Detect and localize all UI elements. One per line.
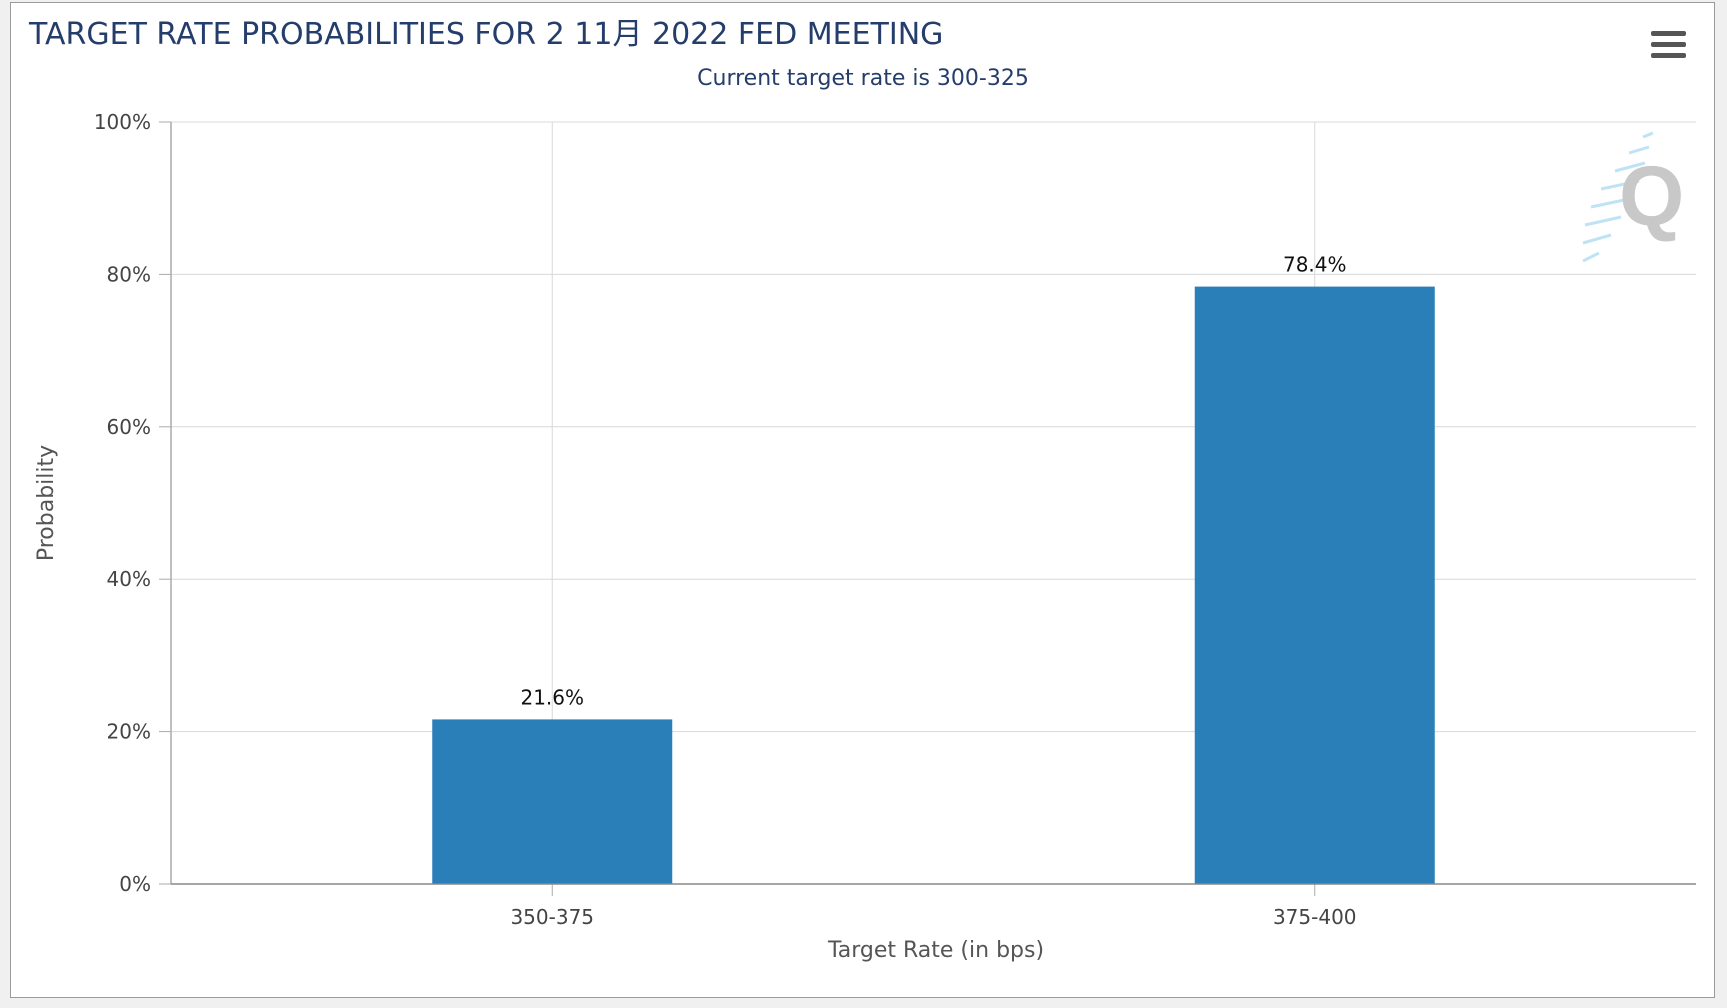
data-label: 21.6% bbox=[520, 685, 584, 709]
bar-layer bbox=[432, 286, 1435, 884]
label-layer: 0% 20% 40% 60% 80% 100% 21.6% 350-375 78.4% 375-4… bbox=[94, 110, 1357, 929]
x-tick-label: 350-375 bbox=[510, 905, 594, 929]
grid-layer bbox=[171, 121, 1696, 884]
x-tick-label: 375-400 bbox=[1273, 905, 1357, 929]
y-tick-label: 0% bbox=[119, 872, 151, 896]
chart-svg: TARGET RATE PROBABILITIES FOR 2 11月 2022… bbox=[28, 17, 1696, 963]
data-label: 78.4% bbox=[1283, 253, 1347, 277]
hamburger-menu-icon[interactable] bbox=[1647, 27, 1691, 65]
bar-350-375[interactable] bbox=[432, 719, 673, 884]
y-tick-label: 20% bbox=[107, 720, 151, 744]
y-axis-title: Probability bbox=[34, 445, 59, 561]
chart-subtitle: Current target rate is 300-325 bbox=[697, 66, 1029, 91]
y-tick-label: 40% bbox=[107, 567, 151, 591]
svg-text:Q: Q bbox=[1619, 149, 1684, 243]
quikstrike-q-logo: Q bbox=[1582, 131, 1684, 263]
axis-layer bbox=[159, 121, 1696, 896]
x-axis-title: Target Rate (in bps) bbox=[827, 938, 1044, 963]
bar-375-400[interactable] bbox=[1194, 286, 1435, 884]
y-tick-label: 80% bbox=[107, 262, 151, 286]
chart-frame: TARGET RATE PROBABILITIES FOR 2 11月 2022… bbox=[10, 2, 1715, 998]
y-tick-label: 60% bbox=[107, 415, 151, 439]
y-tick-label: 100% bbox=[94, 110, 151, 134]
chart-title: TARGET RATE PROBABILITIES FOR 2 11月 2022… bbox=[28, 17, 943, 52]
